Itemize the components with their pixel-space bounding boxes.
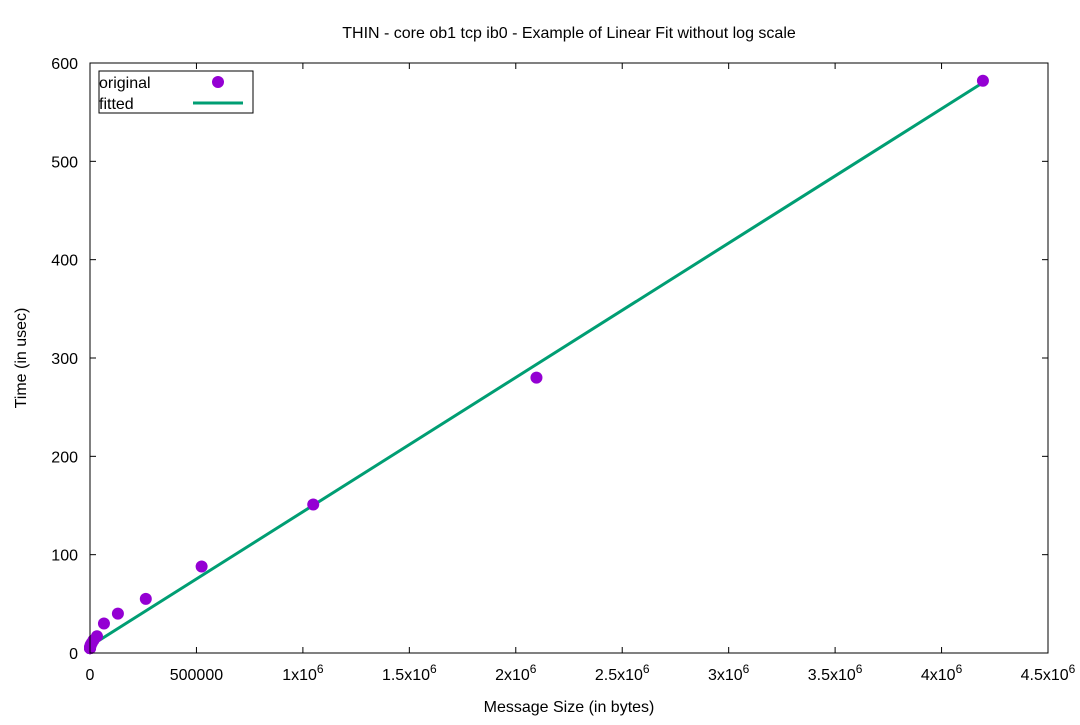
x-tick-exponent: 6 [530, 662, 537, 676]
x-tick-exponent: 6 [1069, 662, 1076, 676]
ticks-layer: 0 500000 1x106 1.5x106 2x106 2.5x106 3x106 3.5x… [51, 56, 1075, 684]
data-point-original [307, 498, 320, 511]
data-point-original [97, 617, 110, 630]
x-tick-exponent: 6 [430, 662, 437, 676]
x-tick-label: 2.5x106 [595, 662, 650, 684]
legend-label-fitted: fitted [99, 96, 134, 113]
x-tick-label: 1x106 [282, 662, 324, 684]
legend: original fitted [98, 70, 254, 114]
x-tick-label: 3x106 [708, 662, 750, 684]
x-tick-exponent: 6 [743, 662, 750, 676]
data-point-original [195, 560, 208, 573]
x-tick-exponent: 6 [956, 662, 963, 676]
y-tick-label: 200 [51, 449, 78, 466]
x-tick-label: 3.5x106 [808, 662, 863, 684]
legend-label-original: original [99, 75, 151, 92]
x-tick-exponent: 6 [856, 662, 863, 676]
data-point-original [530, 371, 543, 384]
y-tick-label: 0 [69, 646, 78, 663]
x-tick-label: 4.5x106 [1021, 662, 1076, 684]
data-point-original [139, 592, 152, 605]
x-tick-label: 500000 [170, 667, 223, 684]
y-tick-label: 500 [51, 154, 78, 171]
y-axis-label: Time (in usec) [13, 308, 30, 409]
y-tick-label: 300 [51, 351, 78, 368]
x-tick-label: 0 [86, 667, 95, 684]
series-layer [84, 74, 989, 655]
plot-frame [89, 62, 1049, 654]
x-tick-label: 2x106 [495, 662, 537, 684]
y-tick-label: 100 [51, 548, 78, 565]
legend-marker-original [212, 76, 224, 88]
y-tick-label: 400 [51, 253, 78, 270]
data-point-original [111, 607, 124, 620]
legend-box [98, 70, 254, 114]
data-point-original [976, 74, 989, 87]
x-axis-label: Message Size (in bytes) [484, 699, 655, 716]
fitted-line [89, 81, 984, 648]
y-tick-label: 600 [51, 56, 78, 73]
chart-title: THIN - core ob1 tcp ib0 - Example of Lin… [342, 25, 796, 42]
data-point-original [90, 630, 103, 643]
x-tick-exponent: 6 [643, 662, 650, 676]
x-tick-label: 1.5x106 [382, 662, 437, 684]
x-tick-label: 4x106 [921, 662, 963, 684]
x-tick-exponent: 6 [317, 662, 324, 676]
